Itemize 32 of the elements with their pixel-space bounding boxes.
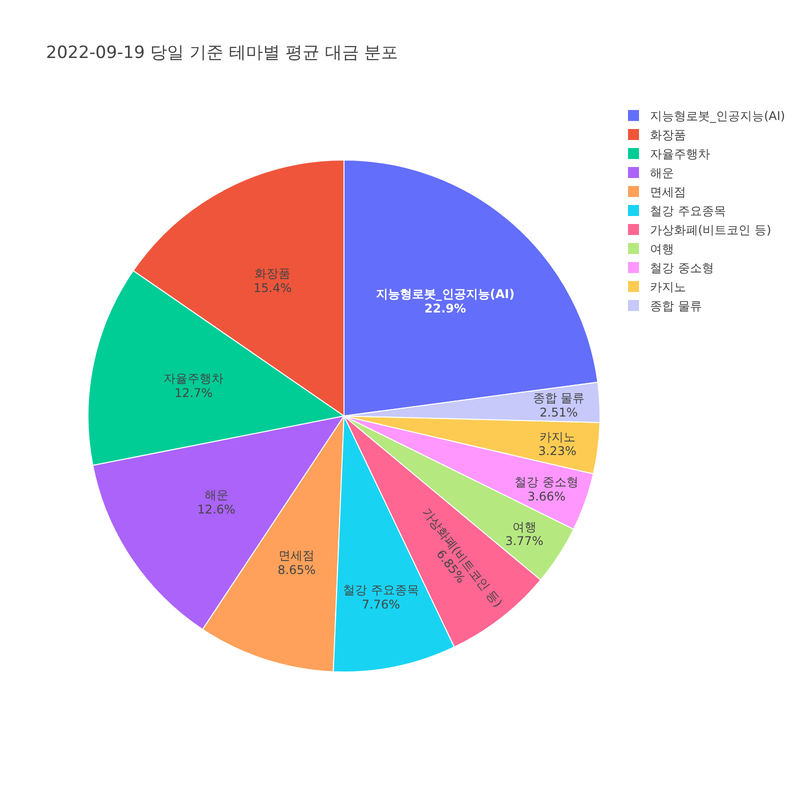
data-label: 3.23% <box>538 444 576 458</box>
data-label: 15.4% <box>254 281 292 296</box>
legend-label: 가상화폐(비트코인 등) <box>650 223 772 237</box>
legend-label: 면세점 <box>650 185 686 199</box>
slice-label: 지능형로봇_인공지능(AI) <box>376 287 515 302</box>
legend-label: 자율주행차 <box>650 147 710 161</box>
legend-label: 카지노 <box>650 280 686 294</box>
legend-label: 해운 <box>650 166 674 180</box>
slice-label: 카지노 <box>539 430 576 444</box>
chart-title: 2022-09-19 당일 기준 테마별 평균 대금 분포 <box>46 43 398 63</box>
legend-label: 여행 <box>650 242 674 256</box>
data-label: 7.76% <box>362 598 400 612</box>
legend-label: 화장품 <box>650 128 686 142</box>
legend-label: 철강 주요종목 <box>650 204 726 218</box>
data-label: 12.7% <box>174 386 213 400</box>
data-label: 22.9% <box>424 301 466 316</box>
slice-label: 철강 주요종목 <box>343 583 419 598</box>
data-label: 8.65% <box>278 563 316 578</box>
legend-label: 지능형로봇_인공지능(AI) <box>650 109 786 123</box>
data-label: 3.77% <box>505 534 544 548</box>
slice-label: 면세점 <box>278 548 315 563</box>
slice-label: 철강 중소형 <box>514 474 578 489</box>
slice-label: 자율주행차 <box>164 371 224 386</box>
slice-label: 여행 <box>512 520 536 534</box>
data-label: 12.6% <box>197 502 236 516</box>
legend-label: 종합 물류 <box>650 299 702 313</box>
data-label: 3.66% <box>527 489 566 504</box>
legend-label: 철강 중소형 <box>650 261 714 275</box>
slice-label: 해운 <box>204 488 228 502</box>
slice-label: 화장품 <box>254 266 291 281</box>
slice-label: 종합 물류 <box>532 391 585 406</box>
data-label: 2.51% <box>540 405 578 420</box>
